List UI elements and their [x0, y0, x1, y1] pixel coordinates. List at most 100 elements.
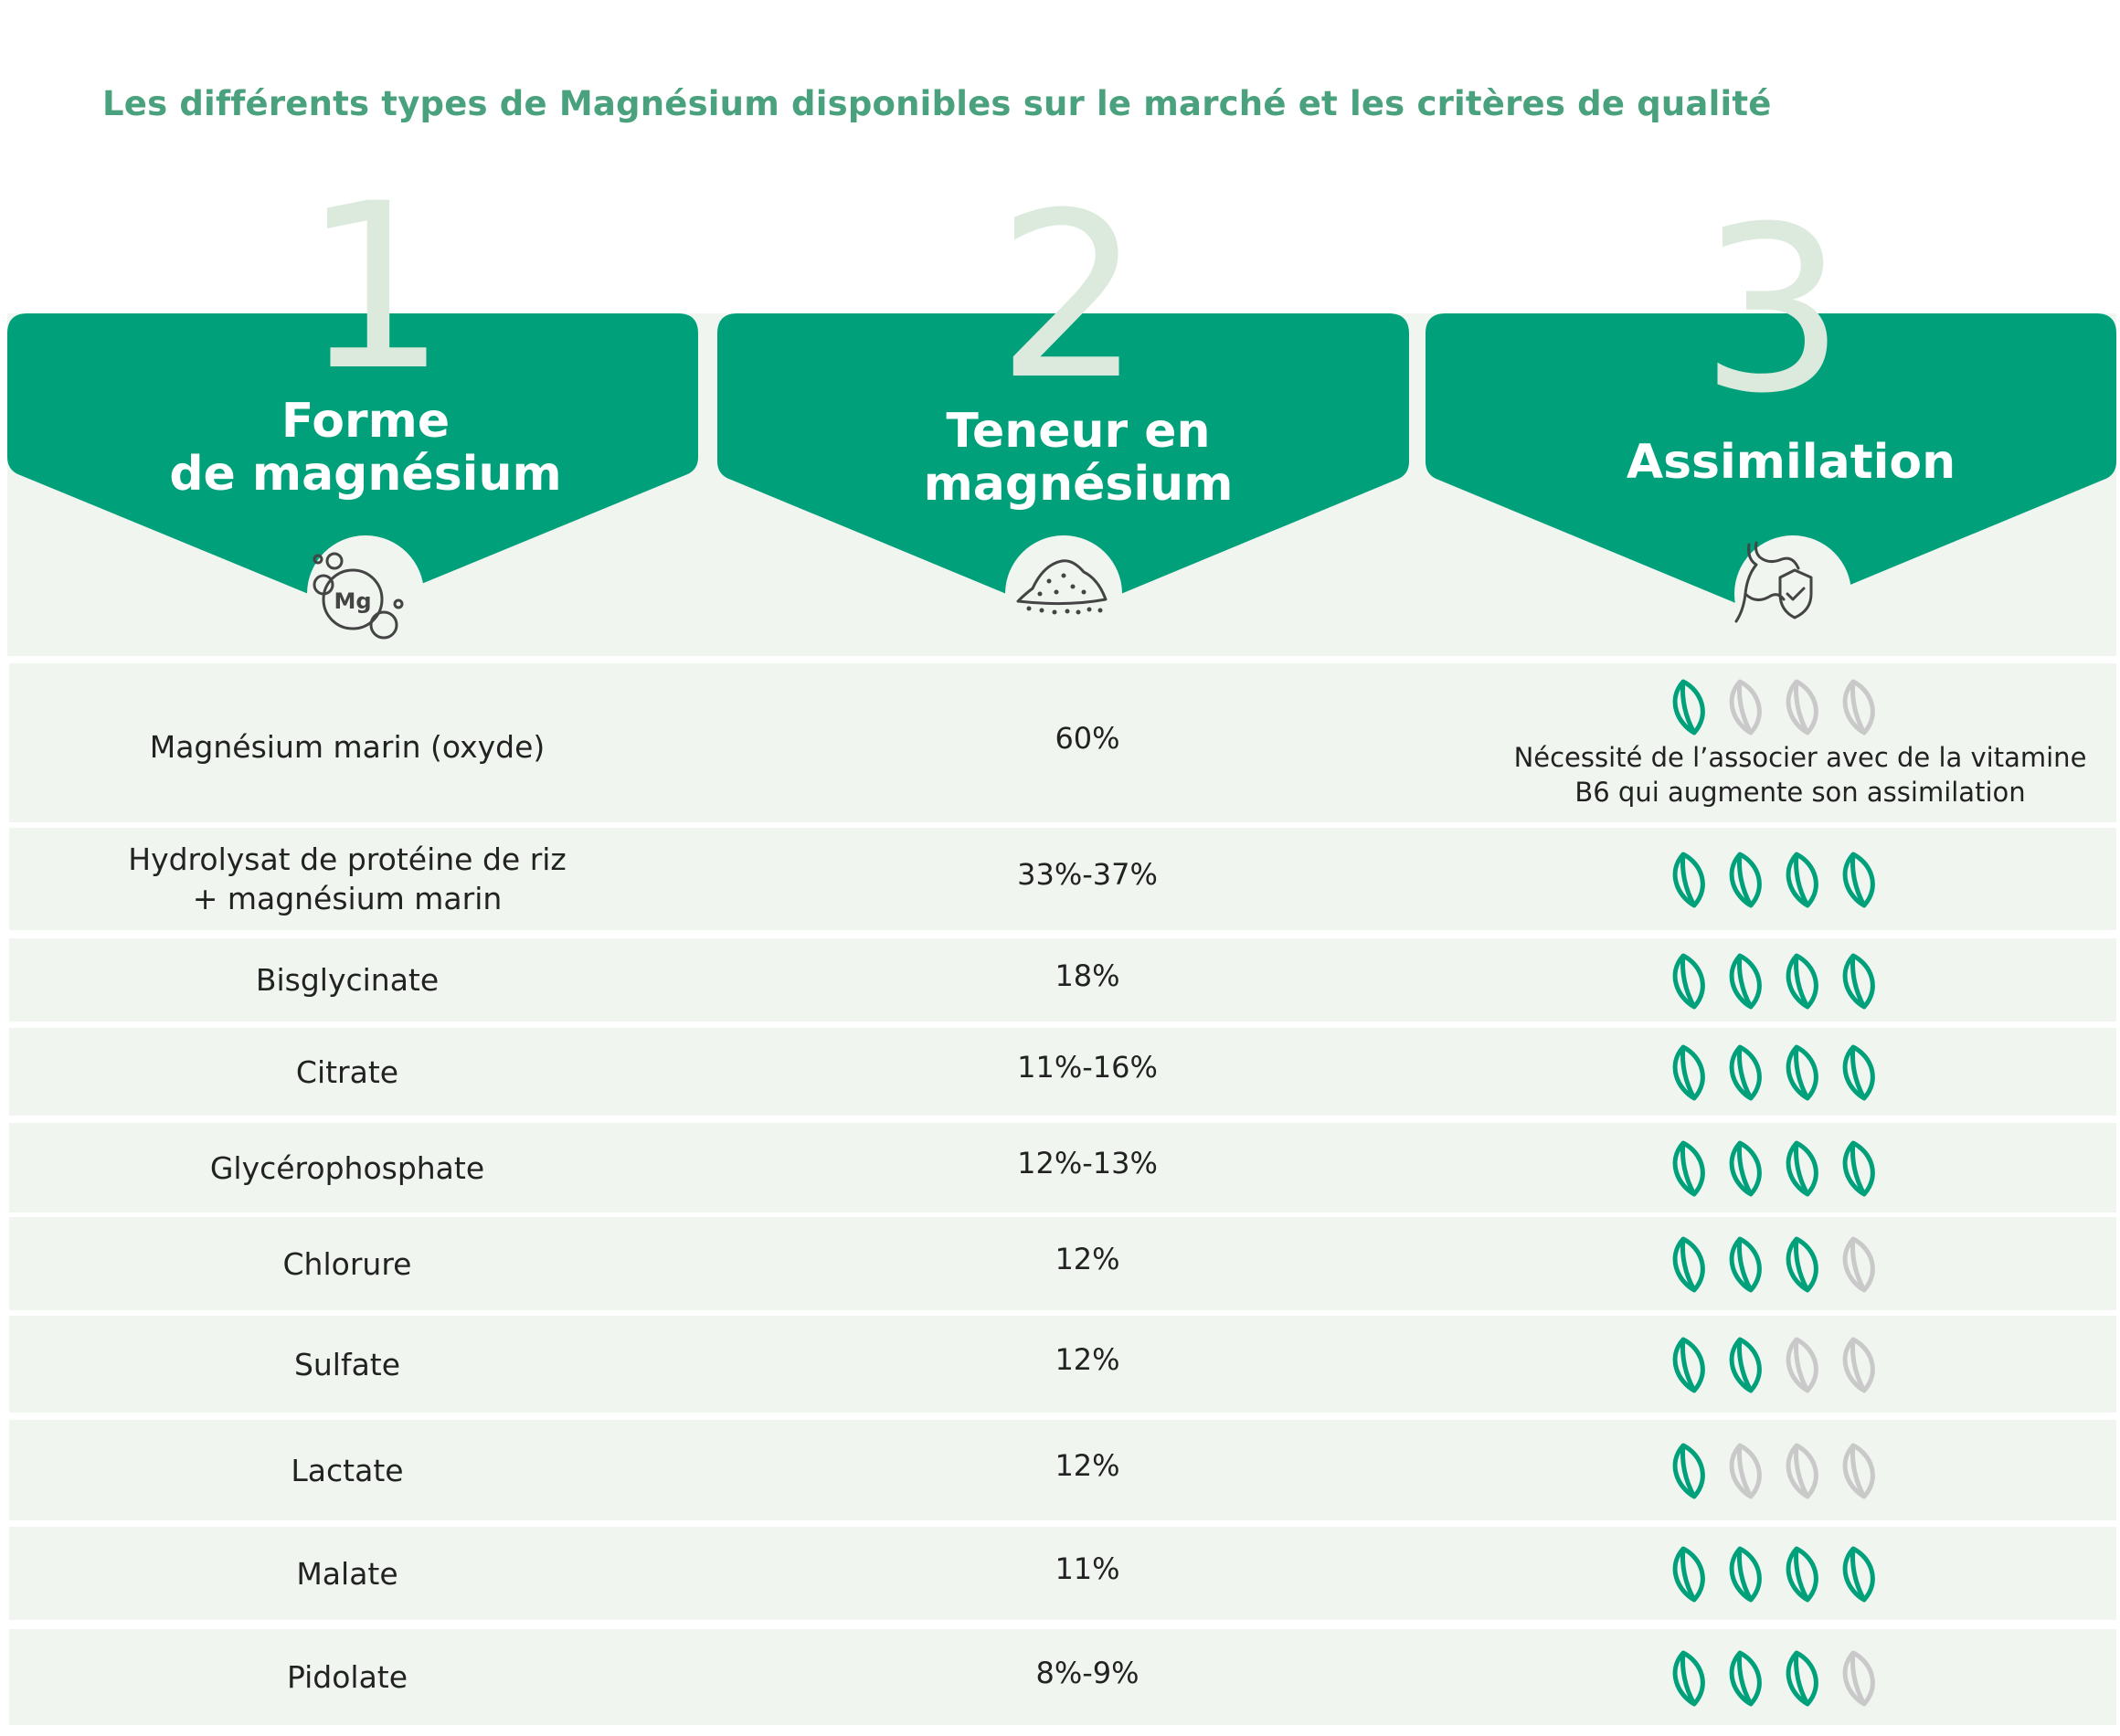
content-cell: 60%: [1055, 721, 1120, 756]
stomach-shield-icon: [1734, 541, 1813, 623]
leaf-filled-icon: [1729, 1546, 1762, 1603]
leaf-filled-icon: [1786, 1546, 1818, 1603]
leaf-filled-icon: [1672, 1337, 1705, 1393]
column-label-2: Teneur en magnésium: [804, 405, 1352, 511]
content-cell: 18%: [1055, 958, 1120, 993]
leaf-filled-icon: [1672, 1546, 1705, 1603]
assimilation-rating: [1672, 1650, 1875, 1706]
assimilation-rating: [1672, 1140, 1875, 1197]
content-cell: 8%-9%: [1035, 1655, 1140, 1690]
form-name: Chlorure: [282, 1245, 412, 1282]
content-cell: 33%-37%: [1017, 857, 1158, 892]
leaf-filled-icon: [1672, 953, 1705, 1009]
mg-text: Mg: [334, 588, 371, 614]
assimilation-note: Nécessité de l’associer avec de la vitam…: [1508, 740, 2093, 810]
content-cell: 11%: [1055, 1551, 1120, 1586]
content-cell: 12%: [1055, 1342, 1120, 1377]
table-row: Magnésium marin (oxyde) 60% Nécessité de l…: [9, 663, 2116, 822]
assimilation-rating: [1672, 852, 1875, 908]
content-cell: 12%-13%: [1017, 1146, 1158, 1180]
leaf-filled-icon: [1729, 1337, 1762, 1393]
assimilation-rating: [1672, 1443, 1875, 1499]
leaf-filled-icon: [1729, 1140, 1762, 1197]
mg-molecule-icon: Mg: [313, 552, 404, 640]
leaf-filled-icon: [1842, 1044, 1875, 1101]
assimilation-rating: [1672, 1546, 1875, 1603]
leaf-filled-icon: [1842, 1140, 1875, 1197]
leaf-filled-icon: [1729, 1650, 1762, 1706]
form-cell: Lactate: [9, 1451, 685, 1490]
page-title: Les différents types de Magnésium dispon…: [102, 84, 1772, 123]
leaf-filled-icon: [1729, 953, 1762, 1009]
column-number-3: 3: [1700, 177, 1846, 443]
form-name: Pidolate: [286, 1659, 408, 1695]
powder-pile-icon: [1016, 559, 1108, 615]
leaf-filled-icon: [1842, 852, 1875, 908]
assimilation-rating: [1672, 953, 1875, 1009]
form-name: Bisglycinate: [255, 962, 440, 998]
table-row: Citrate 11%-16%: [9, 1028, 2116, 1116]
form-cell: Malate: [9, 1554, 685, 1593]
form-cell: Bisglycinate: [9, 960, 685, 1000]
icon-circle-2: [1005, 535, 1122, 652]
leaf-filled-icon: [1729, 852, 1762, 908]
form-name: Malate: [296, 1555, 398, 1592]
form-cell: Hydrolysat de protéine de riz + magnésium…: [9, 840, 685, 918]
leaf-empty-icon: [1729, 679, 1762, 736]
leaf-filled-icon: [1729, 1044, 1762, 1101]
leaf-filled-icon: [1786, 1650, 1818, 1706]
column-label-2-line1: Teneur en: [946, 404, 1211, 459]
table-row: Pidolate 8%-9%: [9, 1629, 2116, 1725]
form-name: Glycérophosphate: [209, 1149, 485, 1186]
assimilation-rating: [1672, 679, 1875, 736]
table-row: Lactate 12%: [9, 1420, 2116, 1520]
form-cell: Citrate: [9, 1053, 685, 1092]
note-line2: B6 qui augmente son assimilation: [1574, 777, 2026, 808]
form-name: Hydrolysat de protéine de riz: [128, 842, 567, 877]
leaf-filled-icon: [1672, 1236, 1705, 1293]
content-cell: 11%-16%: [1017, 1050, 1158, 1085]
leaf-filled-icon: [1672, 1044, 1705, 1101]
banner-col-3: [1426, 313, 2116, 618]
column-label-2-line2: magnésium: [923, 457, 1234, 512]
leaf-empty-icon: [1786, 679, 1818, 736]
leaf-filled-icon: [1672, 852, 1705, 908]
leaf-filled-icon: [1786, 852, 1818, 908]
form-name-line2: + magnésium marin: [192, 881, 503, 916]
column-label-3-line1: Assimilation: [1626, 435, 1956, 490]
leaf-filled-icon: [1842, 953, 1875, 1009]
leaf-filled-icon: [1672, 1140, 1705, 1197]
leaf-empty-icon: [1729, 1443, 1762, 1499]
note-line1: Nécessité de l’associer avec de la vitam…: [1513, 742, 2087, 773]
form-cell: Chlorure: [9, 1244, 685, 1284]
leaf-filled-icon: [1786, 953, 1818, 1009]
form-name: Lactate: [291, 1452, 404, 1488]
assimilation-rating: [1672, 1236, 1875, 1293]
column-number-1: 1: [302, 154, 448, 420]
leaf-filled-icon: [1729, 1236, 1762, 1293]
leaf-empty-icon: [1842, 1236, 1875, 1293]
form-name: Sulfate: [293, 1346, 401, 1382]
column-number-2: 2: [996, 164, 1142, 429]
leaf-empty-icon: [1842, 1650, 1875, 1706]
assimilation-rating: [1672, 1044, 1875, 1101]
column-label-1-line1: Forme: [281, 394, 450, 449]
banner-col-2: [717, 313, 1409, 618]
column-label-3: Assimilation: [1517, 436, 2065, 489]
icon-circle-3: [1734, 535, 1851, 652]
leaf-filled-icon: [1672, 679, 1705, 736]
banner-col-1: [7, 313, 698, 612]
leaf-filled-icon: [1672, 1650, 1705, 1706]
table-row: Bisglycinate 18%: [9, 938, 2116, 1021]
column-label-1-line2: de magnésium: [169, 447, 562, 502]
leaf-filled-icon: [1672, 1443, 1705, 1499]
form-cell: Sulfate: [9, 1345, 685, 1384]
column-label-1: Forme de magnésium: [91, 395, 640, 501]
leaf-empty-icon: [1842, 679, 1875, 736]
leaf-empty-icon: [1786, 1337, 1818, 1393]
table-row: Chlorure 12%: [9, 1217, 2116, 1310]
content-cell: 12%: [1055, 1242, 1120, 1276]
header-banners: [7, 313, 2116, 652]
content-cell: 12%: [1055, 1448, 1120, 1483]
table-row: Malate 11%: [9, 1527, 2116, 1620]
